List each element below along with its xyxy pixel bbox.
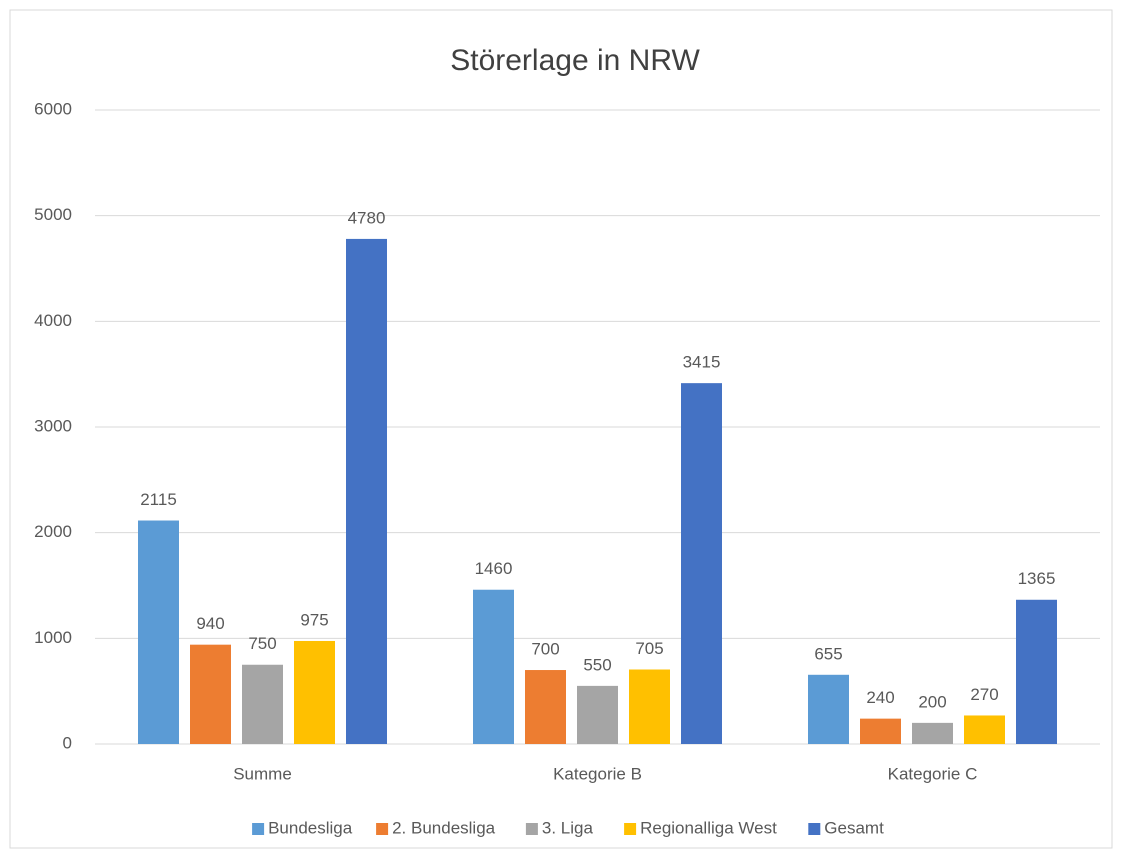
- y-tick-label: 5000: [34, 205, 72, 224]
- y-tick-label: 0: [63, 733, 72, 752]
- legend-label: Bundesliga: [268, 818, 353, 837]
- x-tick-label: Summe: [233, 764, 292, 783]
- x-tick-label: Kategorie B: [553, 764, 642, 783]
- legend-swatch: [252, 823, 265, 835]
- bar: [808, 674, 849, 744]
- bar: [138, 520, 179, 744]
- bar: [860, 718, 901, 744]
- y-tick-label: 3000: [34, 416, 72, 435]
- y-tick-label: 4000: [34, 311, 72, 330]
- legend-swatch: [624, 823, 637, 835]
- bar: [964, 715, 1005, 744]
- bar: [681, 383, 722, 744]
- bar: [1016, 599, 1057, 744]
- data-label: 240: [866, 688, 894, 707]
- legend-swatch: [808, 823, 821, 835]
- data-label: 1365: [1018, 569, 1056, 588]
- legend-label: 2. Bundesliga: [392, 818, 496, 837]
- bar: [912, 722, 953, 744]
- data-label: 975: [300, 610, 328, 629]
- chart-title: Störerlage in NRW: [450, 44, 700, 77]
- data-label: 200: [918, 692, 946, 711]
- data-label: 700: [531, 640, 559, 659]
- legend-label: Gesamt: [824, 818, 884, 837]
- data-label: 4780: [348, 208, 386, 227]
- data-label: 270: [970, 685, 998, 704]
- data-label: 940: [196, 614, 224, 633]
- bar: [190, 644, 231, 744]
- bar: [473, 589, 514, 744]
- bar: [629, 669, 670, 744]
- data-label: 750: [248, 634, 276, 653]
- bar: [242, 664, 283, 744]
- bar: [577, 685, 618, 744]
- data-label: 655: [814, 644, 842, 663]
- bar: [346, 238, 387, 744]
- data-label: 550: [583, 655, 611, 674]
- x-tick-label: Kategorie C: [888, 764, 978, 783]
- data-label: 1460: [475, 559, 513, 578]
- bar: [525, 670, 566, 744]
- legend-swatch: [376, 823, 389, 835]
- y-tick-label: 6000: [34, 99, 72, 118]
- y-tick-label: 2000: [34, 522, 72, 541]
- legend-label: Regionalliga West: [640, 818, 777, 837]
- data-label: 2115: [140, 490, 177, 509]
- data-label: 705: [635, 639, 663, 658]
- legend-swatch: [525, 823, 538, 835]
- data-label: 3415: [683, 353, 721, 372]
- bar: [294, 640, 335, 744]
- y-tick-label: 1000: [34, 628, 72, 647]
- legend-label: 3. Liga: [542, 818, 594, 837]
